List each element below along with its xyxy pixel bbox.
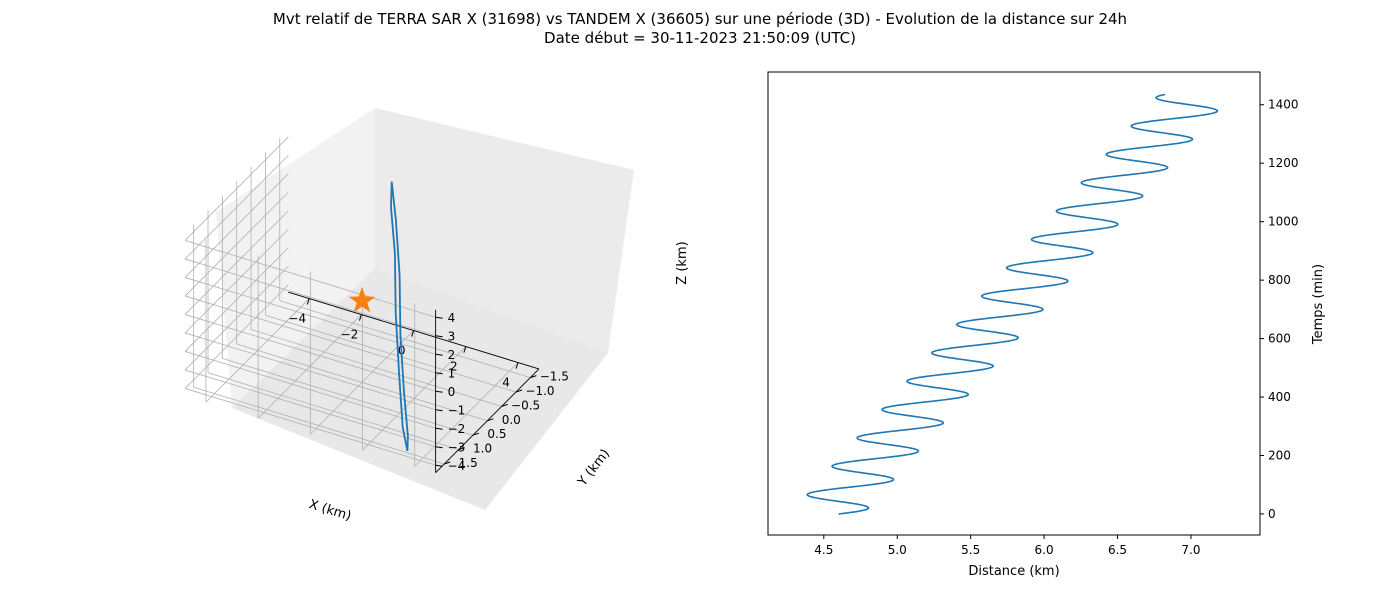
x-tick-label: −2 xyxy=(341,328,359,342)
x-tick-label: 6.5 xyxy=(1108,543,1127,557)
y-tick-label: −1.0 xyxy=(525,384,554,398)
x-tick-label: −4 xyxy=(288,312,306,326)
x-tick-label: 4 xyxy=(502,376,510,390)
y-tick-label: 400 xyxy=(1268,390,1291,404)
y-tick-label: −1.5 xyxy=(540,370,569,384)
x-tick-label: 4.5 xyxy=(814,543,833,557)
x-tick-label: 7.0 xyxy=(1181,543,1200,557)
x-ticks: 4.5 5.0 5.5 6.0 6.5 7.0 xyxy=(814,535,1201,557)
y-tick-label: 0.0 xyxy=(502,413,521,427)
y-tick-label: 0.5 xyxy=(487,427,506,441)
y-axis-label: Y (km) xyxy=(575,447,614,490)
x-tick-label: 2 xyxy=(450,360,458,374)
pane-floor xyxy=(232,268,608,510)
y-tick-label: 600 xyxy=(1268,332,1291,346)
origin-star-marker xyxy=(348,287,376,313)
figure-title-line-2: Date début = 30-11-2023 21:50:09 (UTC) xyxy=(544,29,856,47)
y-tick-label: 1.0 xyxy=(473,442,492,456)
figure-title: Mvt relatif de TERRA SAR X (31698) vs TA… xyxy=(0,10,1400,48)
y-tick-label: −0.5 xyxy=(511,398,540,412)
pane-right xyxy=(375,108,634,353)
y-ticks: 0 200 400 600 800 1000 1200 1400 xyxy=(1260,98,1299,521)
y-tick-label: 0 xyxy=(1268,507,1276,521)
distance-axis-label: Distance (km) xyxy=(968,564,1059,579)
z-tick-label: 2 xyxy=(448,348,456,362)
plot-frame xyxy=(767,71,1261,536)
x-tick-label: 5.0 xyxy=(888,543,907,557)
z-tick-label: 3 xyxy=(448,330,456,344)
x-tick-label: 5.5 xyxy=(961,543,980,557)
y-tick-label: 1200 xyxy=(1268,156,1299,170)
orbit-line xyxy=(390,181,409,452)
y-tick-label: 800 xyxy=(1268,273,1291,287)
y-tick-label: 1000 xyxy=(1268,215,1299,229)
z-axis-label: Z (km) xyxy=(675,241,690,284)
pane-back xyxy=(216,108,375,408)
y-tick-label: 200 xyxy=(1268,448,1291,462)
x-tick-label: 6.0 xyxy=(1035,543,1054,557)
z-tick-label: −4 xyxy=(448,459,466,473)
z-tick-label: −2 xyxy=(448,422,466,436)
figure-title-line-1: Mvt relatif de TERRA SAR X (31698) vs TA… xyxy=(272,10,1128,28)
z-tick-label: 0 xyxy=(448,385,456,399)
x-axis-label: X (km) xyxy=(307,497,353,524)
z-tick-label: 1 xyxy=(448,367,456,381)
time-axis-label: Temps (min) xyxy=(1311,264,1326,345)
z-tick-label: −3 xyxy=(448,441,466,455)
z-tick-label: −1 xyxy=(448,404,466,418)
z-tick-label: 4 xyxy=(448,311,456,325)
distance-series-line xyxy=(806,93,1219,515)
y-tick-label: 1.5 xyxy=(459,456,478,470)
y-tick-label: 1400 xyxy=(1268,98,1299,112)
